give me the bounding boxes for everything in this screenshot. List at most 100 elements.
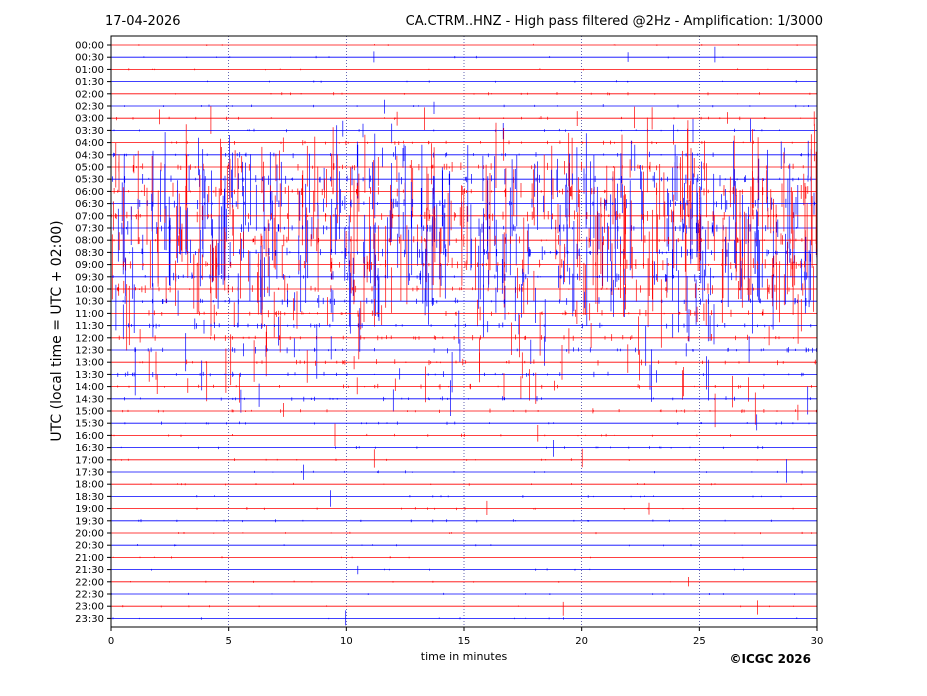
trace-signal: [111, 160, 817, 271]
trace-signal: [128, 68, 769, 71]
x-tick-label: 25: [693, 636, 706, 647]
x-tick-label: 10: [340, 636, 353, 647]
y-tick-label: 00:00: [75, 41, 104, 52]
y-tick-label: 08:00: [75, 236, 104, 247]
y-tick-label: 01:30: [75, 77, 104, 88]
y-tick-label: 20:00: [75, 529, 104, 540]
trace-signal: [115, 259, 810, 338]
y-tick-label: 08:30: [75, 248, 104, 259]
x-axis-label: time in minutes: [421, 650, 508, 663]
y-tick-label: 02:30: [75, 102, 104, 113]
trace-signal: [117, 175, 797, 288]
y-tick-label: 06:00: [75, 187, 104, 198]
trace-signal: [196, 500, 794, 515]
y-tick-label: 15:00: [75, 407, 104, 418]
trace-rows: [111, 43, 817, 626]
y-tick-label: 15:30: [75, 419, 104, 430]
y-tick-label: 14:30: [75, 394, 104, 405]
trace-signal: [111, 347, 804, 402]
trace-signal: [113, 179, 817, 295]
trace-signal: [111, 207, 805, 314]
trace-signal: [254, 459, 803, 483]
trace-signal: [122, 195, 817, 303]
trace-signal: [122, 600, 794, 616]
trace-signal: [124, 99, 809, 114]
trace-signal: [113, 137, 809, 178]
trace-signal: [122, 294, 812, 352]
trace-signal: [196, 490, 782, 507]
trace-signal: [111, 423, 731, 447]
x-tick-label: 20: [575, 636, 588, 647]
y-tick-label: 03:30: [75, 126, 104, 137]
trace-signal: [137, 544, 743, 547]
y-tick-label: 04:30: [75, 150, 104, 161]
y-tick-label: 05:00: [75, 163, 104, 174]
trace-signal: [126, 279, 802, 351]
y-tick-label: 06:30: [75, 199, 104, 210]
y-tick-label: 16:00: [75, 431, 104, 442]
y-axis-label: UTC (local time = UTC + 02:00): [49, 220, 65, 441]
trace-signal: [115, 117, 804, 217]
y-tick-label: 01:00: [75, 65, 104, 76]
y-tick-label: 22:00: [75, 577, 104, 588]
trace-signal: [112, 610, 798, 626]
y-tick-label: 18:00: [75, 480, 104, 491]
trace-signal: [116, 106, 815, 134]
copyright-label: ©ICGC 2026: [729, 652, 811, 666]
x-tick-label: 15: [458, 636, 471, 647]
trace-signal: [151, 565, 744, 575]
y-tick-label: 02:00: [75, 89, 104, 100]
y-tick-label: 19:30: [75, 516, 104, 527]
y-tick-label: 18:30: [75, 492, 104, 503]
x-tick-labels: 0 5 10 15 20 25 30: [108, 627, 824, 647]
trace-signal: [124, 380, 811, 416]
y-tick-label: 10:00: [75, 285, 104, 296]
trace-signal: [207, 80, 797, 83]
trace-signal: [120, 440, 764, 457]
y-tick-label: 13:00: [75, 358, 104, 369]
y-tick-label: 22:30: [75, 590, 104, 601]
trace-signal: [171, 123, 815, 162]
y-tick-label: 21:00: [75, 553, 104, 564]
trace-signal: [118, 312, 794, 360]
trace-signal: [117, 244, 814, 328]
y-tick-label: 09:00: [75, 260, 104, 271]
y-tick-label: 23:30: [75, 614, 104, 625]
trace-signal: [150, 482, 802, 486]
y-tick-label: 07:30: [75, 224, 104, 235]
trace-signal: [122, 392, 817, 428]
x-tick-label: 5: [225, 636, 231, 647]
trace-signal: [114, 448, 758, 468]
chart-date: 17-04-2026: [105, 14, 181, 29]
trace-signal: [130, 577, 689, 587]
y-tick-label: 07:00: [75, 211, 104, 222]
y-tick-label: 11:00: [75, 309, 104, 320]
y-tick-label: 16:30: [75, 443, 104, 454]
y-tick-label: 13:30: [75, 370, 104, 381]
trace-signal: [112, 556, 744, 559]
y-tick-label: 17:30: [75, 468, 104, 479]
trace-signal: [175, 92, 811, 96]
chart-title: CA.CTRM..HNZ - High pass filtered @2Hz -…: [406, 14, 823, 29]
trace-signal: [117, 361, 812, 408]
x-tick-label: 30: [811, 636, 824, 647]
y-tick-label: 00:30: [75, 53, 104, 64]
vertical-grid: [228, 36, 700, 627]
plot-frame: [110, 35, 818, 628]
y-tick-label: 10:30: [75, 297, 104, 308]
y-tick-label: 12:00: [75, 333, 104, 344]
trace-signal: [138, 519, 772, 523]
y-tick-label: 23:00: [75, 602, 104, 613]
y-tick-label: 04:00: [75, 138, 104, 149]
trace-signal: [178, 531, 813, 535]
y-tick-label: 05:30: [75, 175, 104, 186]
y-tick-label: 03:00: [75, 114, 104, 125]
y-tick-label: 12:30: [75, 346, 104, 357]
y-tick-label: 19:00: [75, 504, 104, 515]
trace-signal: [124, 414, 810, 431]
x-tick-label: 0: [108, 636, 114, 647]
trace-signal: [143, 46, 724, 63]
y-tick-label: 20:30: [75, 541, 104, 552]
trace-signal: [138, 43, 798, 46]
